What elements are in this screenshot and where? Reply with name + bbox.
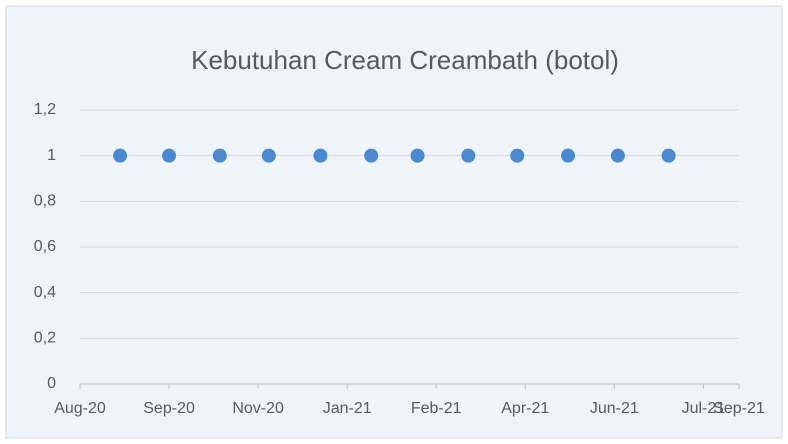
x-tick-label: Jun-21	[590, 400, 639, 417]
y-tick-label: 1,2	[34, 101, 56, 118]
point	[661, 148, 676, 163]
chart-area	[5, 5, 783, 439]
point	[410, 148, 425, 163]
x-tick-label: Sep-21	[713, 400, 765, 417]
point	[510, 148, 525, 163]
x-tick-label: Feb-21	[411, 400, 462, 417]
x-tick-label: Aug-20	[54, 400, 106, 417]
y-tick-label: 0,2	[34, 330, 56, 347]
point	[212, 148, 227, 163]
point	[162, 148, 177, 163]
point	[113, 148, 128, 163]
x-tick-label: Sep-20	[143, 400, 195, 417]
y-tick-label: 1	[47, 147, 56, 164]
x-tick-label: Apr-21	[501, 400, 549, 417]
point	[364, 148, 379, 163]
x-tick-label: Jul-21	[682, 400, 726, 417]
y-tick-label: 0,8	[34, 193, 56, 210]
point	[313, 148, 328, 163]
point	[561, 148, 576, 163]
x-tick-label: Nov-20	[232, 400, 284, 417]
point	[610, 148, 625, 163]
point	[461, 148, 476, 163]
point	[261, 148, 276, 163]
x-tick-label: Jan-21	[323, 400, 372, 417]
chart-title: Kebutuhan Cream Creambath (botol)	[191, 45, 619, 75]
y-tick-label: 0,4	[34, 284, 56, 301]
y-tick-label: 0	[47, 375, 56, 392]
y-tick-label: 0,6	[34, 238, 56, 255]
